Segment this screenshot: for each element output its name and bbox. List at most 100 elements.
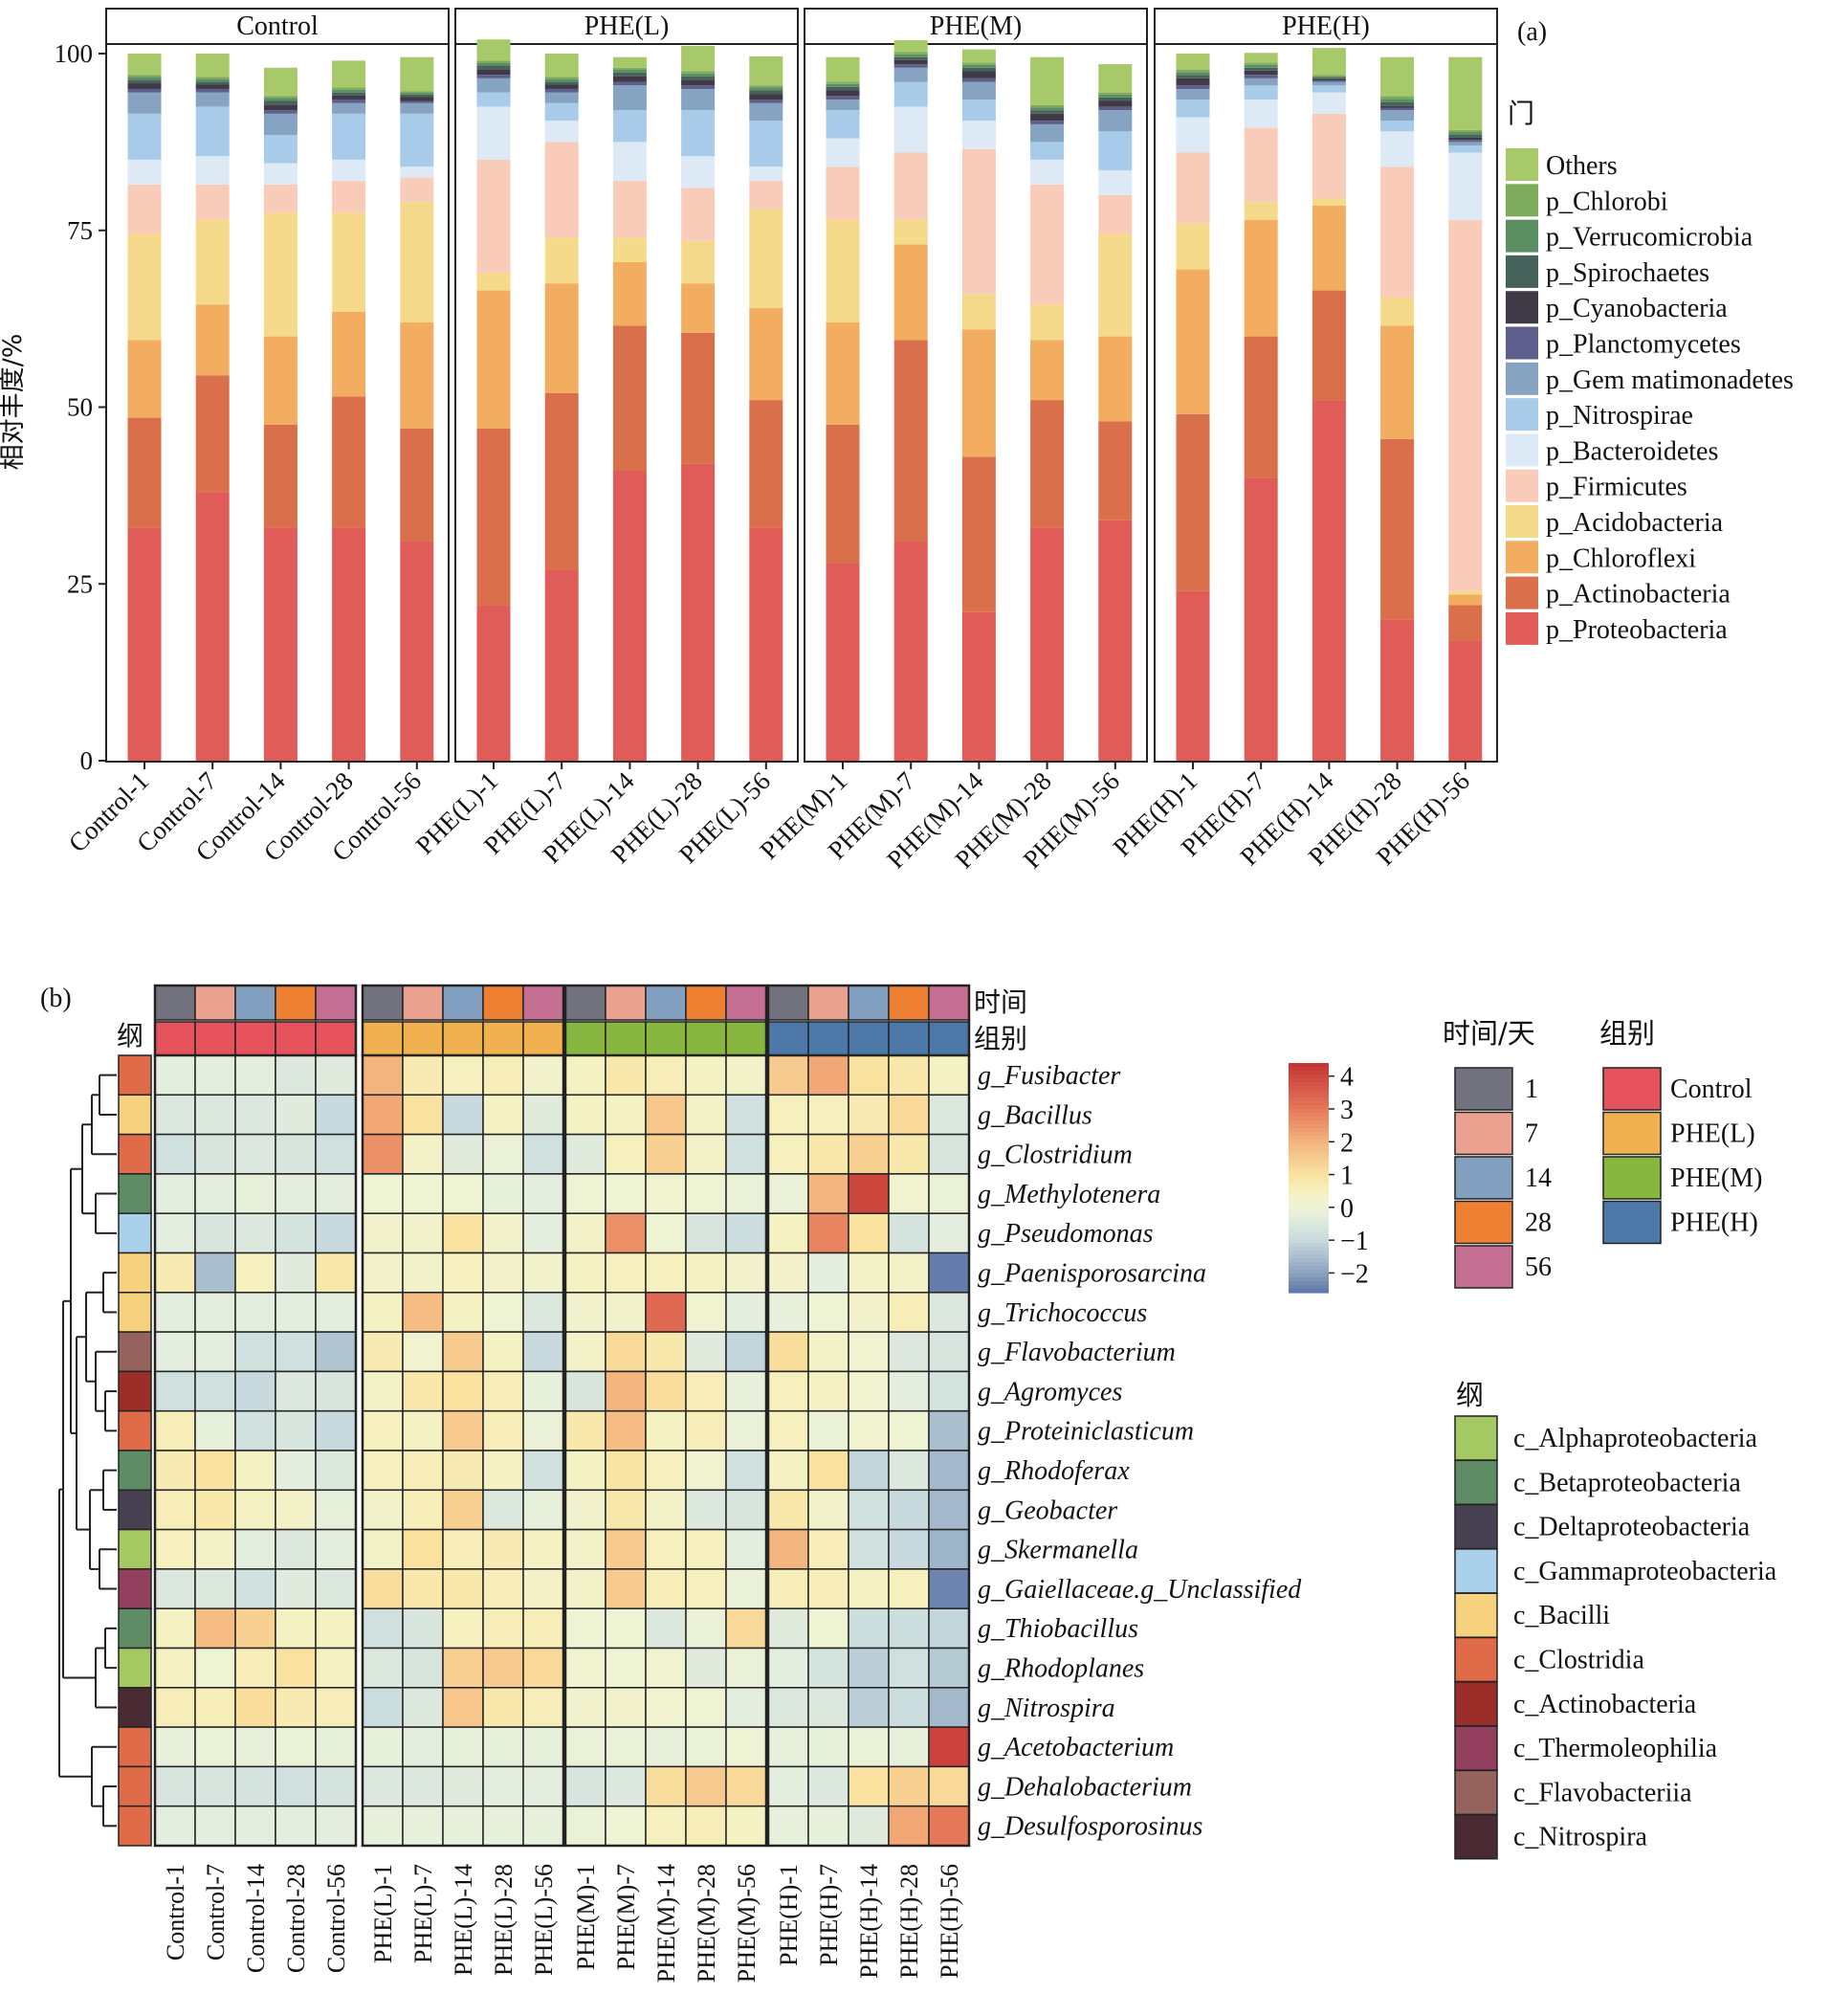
bar-segment-p-planctomycetes (681, 85, 716, 89)
heatmap-cell (807, 1687, 849, 1728)
bar-segment-p-nitrospirae (1030, 142, 1065, 160)
heatmap-cell (442, 1094, 484, 1136)
heatmap-cell (234, 1370, 276, 1412)
heatmap-cell (402, 1450, 444, 1492)
heatmap-cell (482, 1054, 524, 1097)
bar-segment-p-chlorobi (961, 62, 996, 65)
group-annotation-cell (888, 1021, 930, 1057)
heatmap-cell (442, 1173, 484, 1214)
heatmap-cell (888, 1173, 930, 1214)
row-label: g_Fusibacter (978, 1061, 1120, 1091)
heatmap-cell (848, 1528, 890, 1570)
row-label: g_Proteiniclasticum (978, 1417, 1194, 1447)
heatmap-cell (605, 1726, 647, 1768)
colorbar-segment (1289, 1170, 1329, 1175)
heatmap-cell (522, 1252, 564, 1294)
bar-segment-p-chlorobi (893, 52, 928, 55)
heatmap-cell (807, 1252, 849, 1294)
heatmap-cell (807, 1054, 849, 1097)
heatmap-cell (482, 1528, 524, 1570)
heatmap-cell (564, 1370, 606, 1412)
heatmap-cell (482, 1450, 524, 1492)
heatmap-cell (848, 1805, 890, 1847)
heatmap-cell (564, 1133, 606, 1175)
bar-segment-p-spirochaetes (826, 86, 860, 91)
group-annotation-cell (767, 1021, 809, 1057)
heatmap-cell (767, 1687, 809, 1728)
bar-segment-p-nitrospirae (1312, 85, 1346, 93)
group-annotation-cell (807, 1021, 849, 1057)
row-label: g_Bacillus (978, 1100, 1092, 1130)
bar-segment-p-chlorobi (1448, 129, 1483, 133)
bar-segment-p-chlorobi (476, 60, 511, 63)
class-annotation-cell (118, 1805, 152, 1847)
bar-segment-p-gem-matimonadetes (263, 113, 298, 135)
bar-segment-p-spirochaetes (893, 56, 928, 60)
facet-panel-border (1154, 43, 1498, 763)
heatmap-cell (442, 1647, 484, 1689)
column-label: PHE(L)-56 (530, 1864, 558, 1976)
bar-segment-p-acidobacteria (263, 212, 298, 337)
colorbar-segment (1289, 1239, 1329, 1244)
heatmap-cell (725, 1292, 767, 1333)
legend-label-group: PHE(H) (1670, 1208, 1758, 1238)
heatmap-cell (888, 1568, 930, 1609)
legend-label-class: c_Alphaproteobacteria (1513, 1424, 1758, 1453)
heatmap-cell (848, 1094, 890, 1136)
bar-segment-p-chloroflexi (612, 262, 647, 326)
bar-segment-p-bacteroidetes (681, 156, 716, 188)
heatmap-cell (767, 1370, 809, 1412)
bar-segment-p-chlorobi (263, 96, 298, 99)
legend-swatch-time (1454, 1067, 1513, 1111)
bar-segment-p-chlorobi (1380, 96, 1415, 100)
heatmap-cell (275, 1370, 317, 1412)
heatmap-cell (888, 1489, 930, 1531)
heatmap-group-border (361, 1053, 565, 1848)
bar-segment-others (893, 39, 928, 53)
heatmap-cell (154, 1765, 196, 1807)
bar-segment-p-verrucomicrobia (1448, 132, 1483, 135)
class-annotation-cell (118, 1173, 152, 1214)
bar-segment-p-cyanobacteria (1098, 100, 1133, 107)
colorbar-segment (1289, 1193, 1329, 1198)
colorbar-segment (1289, 1220, 1329, 1225)
heatmap-cell (362, 1212, 404, 1254)
heatmap-cell (442, 1370, 484, 1412)
bar-segment-p-spirochaetes (1448, 134, 1483, 138)
bar-segment-p-gem-matimonadetes (1098, 110, 1133, 132)
heatmap-cell (767, 1607, 809, 1650)
colorbar-segment (1289, 1117, 1329, 1121)
bar-segment-p-spirochaetes (195, 81, 230, 85)
heatmap-cell (234, 1568, 276, 1609)
heatmap-cell (482, 1805, 524, 1847)
heatmap-cell (402, 1331, 444, 1373)
heatmap-cell (275, 1489, 317, 1531)
bar-segment-p-nitrospirae (332, 113, 366, 160)
heatmap-cell (522, 1528, 564, 1570)
bar-segment-others (1030, 56, 1065, 105)
bar-segment-p-cyanobacteria (332, 95, 366, 100)
column-label: PHE(L)-28 (490, 1864, 518, 1976)
heatmap-cell (194, 1252, 236, 1294)
bar-segment-p-actinobacteria (195, 375, 230, 493)
bar-segment-p-actinobacteria (1244, 336, 1278, 478)
heatmap-cell (807, 1568, 849, 1609)
heatmap-cell (234, 1687, 276, 1728)
heatmap-cell (888, 1528, 930, 1570)
bar-segment-p-gem-matimonadetes (681, 88, 716, 111)
heatmap-cell (315, 1054, 357, 1097)
legend-swatch-p-nitrospirae (1506, 398, 1538, 432)
row-label: g_Flavobacterium (978, 1338, 1176, 1367)
bar-segment-p-chloroflexi (681, 283, 716, 333)
legend-label-class: c_Clostridia (1513, 1646, 1644, 1675)
legend-title-time: 时间/天 (1443, 1017, 1535, 1050)
legend-label-class: c_Betaproteobacteria (1513, 1468, 1741, 1497)
heatmap-cell (645, 1687, 687, 1728)
bar-segment-p-proteobacteria (1244, 477, 1278, 761)
heatmap-cell (442, 1726, 484, 1768)
bar-segment-p-acidobacteria (332, 212, 366, 312)
heatmap-cell (767, 1805, 809, 1847)
bar-segment-p-spirochaetes (476, 65, 511, 70)
class-annotation-cell (118, 1726, 152, 1768)
heatmap-cell (928, 1252, 970, 1294)
